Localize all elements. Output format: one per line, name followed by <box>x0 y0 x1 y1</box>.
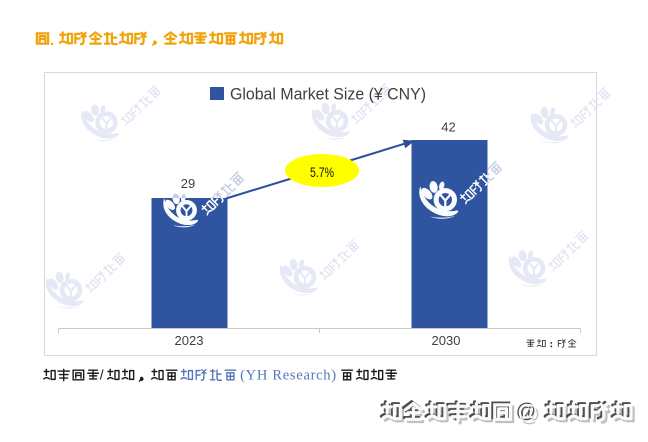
svg-text:2030: 2030 <box>432 333 461 348</box>
svg-text:Global Market Size (¥ CNY): Global Market Size (¥ CNY) <box>230 85 426 104</box>
svg-text:/: / <box>100 367 104 383</box>
svg-text:@: @ <box>520 404 540 426</box>
svg-text:2023: 2023 <box>175 333 204 348</box>
svg-text:29: 29 <box>181 176 195 191</box>
svg-text:5.7%: 5.7% <box>310 164 334 180</box>
svg-text:42: 42 <box>441 120 455 135</box>
svg-text:(YH Research): (YH Research) <box>240 368 336 384</box>
svg-text:.: . <box>50 32 54 49</box>
svg-text:@: @ <box>518 402 538 424</box>
svg-text:@: @ <box>516 400 536 422</box>
